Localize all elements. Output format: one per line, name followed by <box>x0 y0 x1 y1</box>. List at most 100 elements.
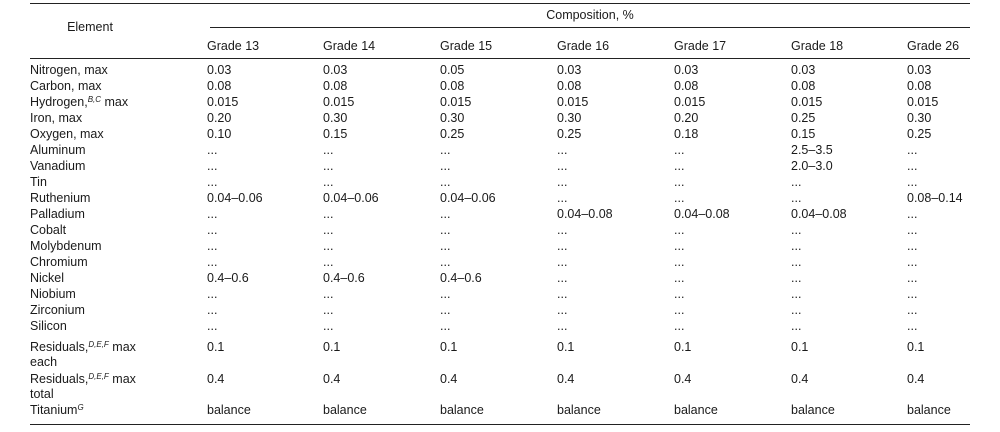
composition-header: Composition, % <box>546 8 634 22</box>
value-cell: ... <box>207 319 218 333</box>
element-label: Tin <box>30 175 47 189</box>
value-cell: ... <box>791 319 802 333</box>
value-cell: 0.4 <box>674 372 692 386</box>
value-cell: ... <box>323 175 334 189</box>
value-cell: ... <box>907 239 918 253</box>
value-cell: 2.5–3.5 <box>791 143 833 157</box>
value-cell: 0.18 <box>674 127 699 141</box>
grade-header-6: Grade 18 <box>791 39 844 53</box>
value-cell: ... <box>207 175 218 189</box>
value-cell: 0.08 <box>674 79 699 93</box>
value-cell: 0.04–0.06 <box>207 191 263 205</box>
value-cell: ... <box>791 175 802 189</box>
value-cell: 0.03 <box>207 63 232 77</box>
value-cell: 2.0–3.0 <box>791 159 833 173</box>
value-cell: ... <box>207 303 218 317</box>
bottom-rule <box>30 424 970 425</box>
value-cell: 0.15 <box>791 127 816 141</box>
top-rule <box>30 3 970 4</box>
value-cell: 0.03 <box>674 63 699 77</box>
value-cell: ... <box>791 303 802 317</box>
value-cell: 0.4 <box>323 372 341 386</box>
value-cell: ... <box>674 223 685 237</box>
element-label: Residuals,D,E,F max each <box>30 340 136 369</box>
value-cell: ... <box>440 175 451 189</box>
value-cell: ... <box>440 143 451 157</box>
value-cell: ... <box>440 223 451 237</box>
value-cell: 0.1 <box>791 340 809 354</box>
element-label: Aluminum <box>30 143 86 157</box>
element-column-header: Element <box>67 20 113 34</box>
value-cell: 0.30 <box>557 111 582 125</box>
value-cell: ... <box>674 175 685 189</box>
value-cell: 0.08 <box>791 79 816 93</box>
value-cell: ... <box>674 143 685 157</box>
value-cell: 0.25 <box>440 127 465 141</box>
element-label: Molybdenum <box>30 239 102 253</box>
value-cell: 0.4 <box>207 372 225 386</box>
value-cell: 0.25 <box>791 111 816 125</box>
value-cell: ... <box>907 319 918 333</box>
value-cell: 0.015 <box>557 95 589 109</box>
element-label: Vanadium <box>30 159 86 173</box>
footnote-marker: D,E,F <box>88 340 109 349</box>
value-cell: 0.08 <box>557 79 582 93</box>
value-cell: 0.4–0.6 <box>440 271 482 285</box>
value-cell: 0.4 <box>907 372 925 386</box>
value-cell: 0.4–0.6 <box>323 271 365 285</box>
value-cell: ... <box>323 207 334 221</box>
value-cell: ... <box>440 159 451 173</box>
value-cell: ... <box>791 287 802 301</box>
value-cell: ... <box>907 255 918 269</box>
value-cell: ... <box>207 207 218 221</box>
value-cell: ... <box>557 271 568 285</box>
value-cell: 0.04–0.06 <box>440 191 496 205</box>
element-label: Iron, max <box>30 111 83 125</box>
value-cell: ... <box>674 271 685 285</box>
value-cell: ... <box>557 255 568 269</box>
value-cell: 0.4 <box>791 372 809 386</box>
value-cell: 0.04–0.08 <box>557 207 613 221</box>
value-cell: 0.04–0.08 <box>674 207 730 221</box>
value-cell: ... <box>207 143 218 157</box>
footnote-marker: D,E,F <box>88 372 109 381</box>
value-cell: ... <box>207 159 218 173</box>
value-cell: ... <box>907 159 918 173</box>
value-cell: balance <box>674 403 718 417</box>
value-cell: ... <box>557 191 568 205</box>
value-cell: 0.4 <box>440 372 458 386</box>
value-cell: 0.20 <box>674 111 699 125</box>
value-cell: ... <box>440 255 451 269</box>
value-cell: ... <box>791 191 802 205</box>
value-cell: ... <box>557 319 568 333</box>
value-cell: ... <box>323 303 334 317</box>
value-cell: ... <box>323 287 334 301</box>
value-cell: ... <box>440 207 451 221</box>
element-label: Chromium <box>30 255 88 269</box>
element-label: Oxygen, max <box>30 127 104 141</box>
value-cell: ... <box>557 159 568 173</box>
value-cell: 0.04–0.08 <box>791 207 847 221</box>
value-cell: ... <box>557 303 568 317</box>
element-label: Carbon, max <box>30 79 102 93</box>
value-cell: balance <box>907 403 951 417</box>
footnote-marker: B,C <box>87 95 102 104</box>
value-cell: 0.015 <box>207 95 239 109</box>
value-cell: ... <box>207 255 218 269</box>
value-cell: 0.015 <box>440 95 472 109</box>
value-cell: ... <box>674 319 685 333</box>
grade-header-7: Grade 26 <box>907 39 960 53</box>
value-cell: ... <box>907 223 918 237</box>
element-label: Nickel <box>30 271 65 285</box>
value-cell: ... <box>440 319 451 333</box>
value-cell: 0.03 <box>557 63 582 77</box>
value-cell: 0.25 <box>557 127 582 141</box>
value-cell: ... <box>674 255 685 269</box>
value-cell: 0.4–0.6 <box>207 271 249 285</box>
value-cell: 0.08 <box>323 79 348 93</box>
value-cell: 0.015 <box>323 95 355 109</box>
value-cell: ... <box>440 303 451 317</box>
value-cell: ... <box>323 223 334 237</box>
value-cell: ... <box>674 287 685 301</box>
